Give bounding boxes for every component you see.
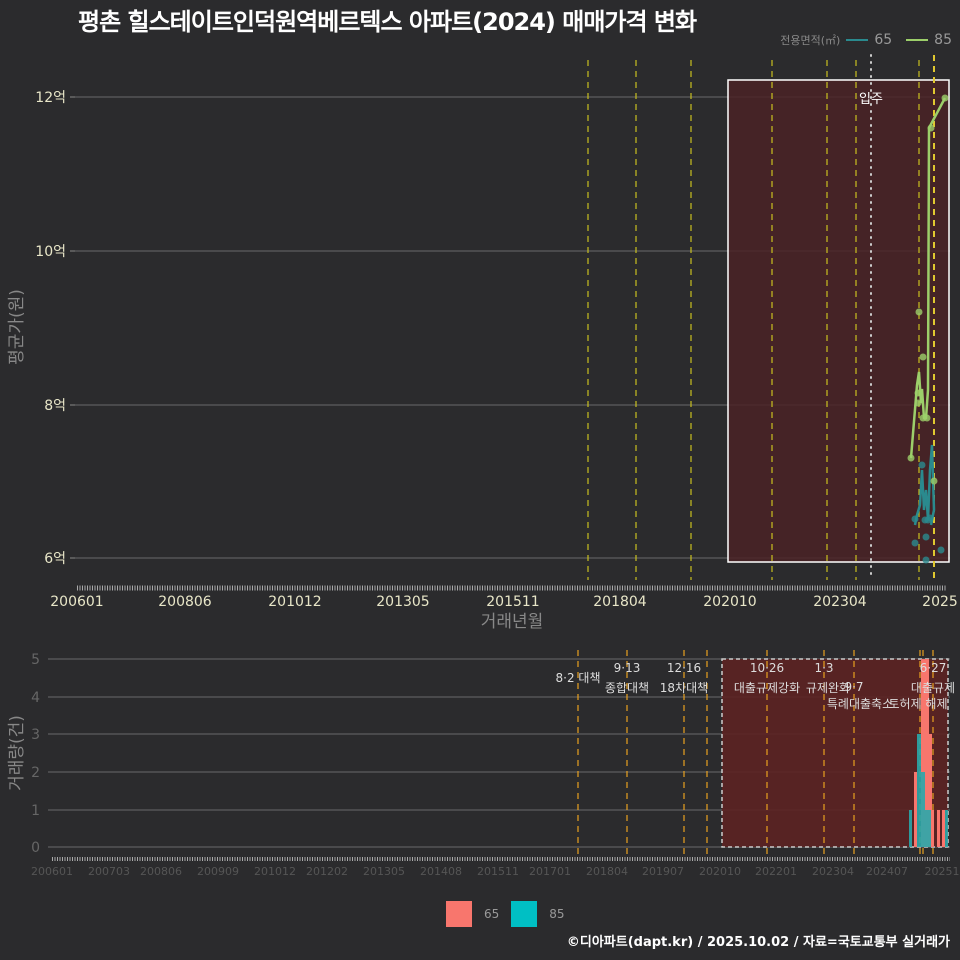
svg-text:10·26: 10·26 [750, 661, 784, 675]
svg-text:9·13: 9·13 [614, 661, 641, 675]
svg-text:201305: 201305 [363, 865, 405, 878]
svg-text:200806: 200806 [158, 594, 212, 610]
x-axis-title: 거래년월 [481, 612, 544, 632]
y-tick-6: 6억 [44, 551, 66, 567]
svg-text:1·3: 1·3 [814, 661, 833, 675]
svg-text:202407: 202407 [866, 865, 908, 878]
svg-text:201804: 201804 [586, 865, 628, 878]
svg-text:202304: 202304 [812, 865, 854, 878]
svg-text:1: 1 [31, 803, 40, 819]
svg-text:20251: 20251 [925, 865, 960, 878]
svg-text:토허제 해제: 토허제 해제 [888, 697, 947, 711]
svg-text:종합대책: 종합대책 [605, 680, 649, 695]
svg-text:2: 2 [31, 765, 40, 781]
legend-label-65: 65 [874, 32, 893, 48]
svg-text:4: 4 [31, 690, 40, 706]
svg-text:201511: 201511 [486, 594, 539, 610]
legend-swatch-65 [846, 39, 869, 41]
svg-text:201202: 201202 [306, 865, 348, 878]
series-85-line [909, 97, 947, 459]
volume-bars-85 [909, 734, 948, 847]
svg-text:규제완화: 규제완화 [806, 681, 850, 695]
y-tick-12: 12억 [35, 90, 66, 106]
svg-text:200806: 200806 [140, 865, 182, 878]
volume-bars-65 [914, 659, 945, 847]
volume-legend: 65 85 [446, 901, 565, 927]
svg-text:200601: 200601 [50, 594, 103, 610]
svg-text:0: 0 [31, 840, 40, 856]
volume-y-axis-title: 거래량(건) [7, 715, 27, 791]
source-footer: ©디아파트(dapt.kr) / 2025.10.02 / 자료=국토교통부 실… [566, 935, 950, 950]
svg-text:6·27: 6·27 [920, 661, 947, 675]
svg-text:201012: 201012 [268, 594, 321, 610]
svg-text:9·7: 9·7 [844, 680, 863, 694]
svg-text:8·2 대책: 8·2 대책 [556, 670, 601, 685]
legend-box-85 [511, 901, 538, 927]
series-85-points [907, 94, 949, 485]
svg-text:201511: 201511 [477, 865, 519, 878]
svg-text:201804: 201804 [593, 594, 647, 610]
svg-text:201012: 201012 [254, 865, 296, 878]
y-tick-10: 10억 [35, 244, 66, 260]
series-65-points [911, 461, 945, 564]
y-axis-title: 평균가(원) [7, 289, 27, 365]
svg-text:18차대책: 18차대책 [660, 680, 708, 695]
svg-text:대출규제강화: 대출규제강화 [734, 681, 800, 695]
svg-text:201907: 201907 [642, 865, 684, 878]
legend-title: 전용면적(㎡) [780, 34, 841, 47]
volume-chart: 8·2 대책 9·13 종합대책 12·16 18차대책 10·26 대출규제강… [7, 650, 960, 878]
svg-text:2025: 2025 [922, 594, 958, 610]
policy-lines [587, 55, 935, 580]
svg-text:200703: 200703 [88, 865, 130, 878]
svg-text:201305: 201305 [376, 594, 429, 610]
svg-text:3: 3 [31, 727, 40, 743]
chart-title: 평촌 힐스테이트인덕원역베르텍스 아파트(2024) 매매가격 변화 [78, 8, 697, 36]
svg-text:12·16: 12·16 [667, 661, 701, 675]
legend-swatch-85 [906, 39, 929, 41]
y-tick-8: 8억 [44, 398, 66, 414]
svg-text:5: 5 [31, 652, 40, 668]
legend-label-85: 85 [934, 32, 952, 48]
svg-text:대출규제: 대출규제 [911, 681, 955, 695]
highlight-region [727, 79, 950, 563]
svg-text:200909: 200909 [197, 865, 239, 878]
svg-text:202201: 202201 [755, 865, 797, 878]
svg-text:특례대출축소: 특례대출축소 [827, 697, 893, 711]
svg-text:201701: 201701 [529, 865, 571, 878]
move-in-label: 입주 [859, 92, 883, 107]
legend-bottom-label-65: 65 [484, 907, 500, 921]
legend-box-65 [446, 901, 472, 927]
legend-area: 전용면적(㎡) 65 85 [780, 32, 952, 48]
price-chart: 입주 12억 10억 8억 6억 평균가(원) 200601 200806 20… [7, 54, 958, 632]
svg-text:202304: 202304 [813, 594, 867, 610]
svg-text:202010: 202010 [699, 865, 741, 878]
legend-bottom-label-85: 85 [549, 907, 565, 921]
svg-text:201408: 201408 [420, 865, 462, 878]
series-65-line [913, 444, 936, 526]
svg-text:202010: 202010 [703, 594, 756, 610]
svg-text:200601: 200601 [31, 865, 73, 878]
